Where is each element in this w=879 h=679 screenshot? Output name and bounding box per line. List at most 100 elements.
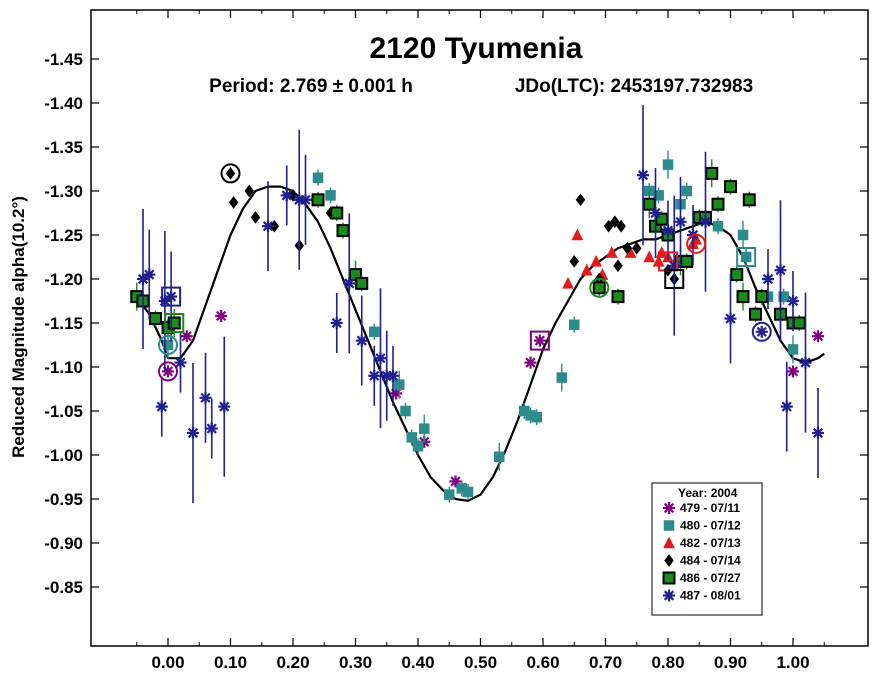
data-point [444,489,455,500]
legend-marker [663,520,675,531]
data-point [736,290,750,304]
data-point [649,207,662,219]
data-point [494,451,505,463]
data-point [812,427,824,439]
y-tick-label: -0.95 [44,490,83,509]
data-point [369,326,380,338]
data-point [580,263,593,276]
data-point [412,440,424,452]
reference-circle [751,321,772,342]
data-point [343,277,356,290]
data-point [792,316,806,330]
y-axis-ticks: -1.45 -1.40 -1.35 -1.30 -1.25 -1.20 -1.15 -1.10… [44,50,868,597]
legend-marker [664,554,674,567]
x-tick-label: 0.50 [464,653,497,672]
reference-box [161,286,182,307]
x-tick-label: 0.20 [276,653,309,672]
data-point [406,432,417,443]
y-tick-label: -0.85 [44,578,83,597]
data-point [355,334,368,347]
x-tick-label: 1.00 [776,653,809,672]
data-point [250,210,261,224]
x-tick-label: 0.30 [339,653,372,672]
data-point [137,273,149,285]
data-point [680,254,694,268]
x-tick-label: 0.10 [214,653,247,672]
reference-circle [589,277,610,298]
data-point [174,356,187,369]
data-point [187,427,199,439]
data-point [419,423,430,434]
data-point [394,379,405,390]
legend-entry-label: 480 - 07/12 [680,519,741,533]
data-point [325,190,336,201]
y-tick-label: -1.10 [44,358,83,377]
y-tick-label: -0.90 [44,534,83,553]
data-point [787,344,799,355]
reference-box [529,330,550,351]
data-point [730,268,744,282]
data-point [155,400,168,413]
legend-marker [662,571,676,585]
reference-box [664,269,685,289]
legend-entry-label: 486 - 07/27 [680,571,741,585]
data-point [749,307,762,321]
data-point [662,224,674,237]
data-point [167,316,181,330]
data-point [374,352,387,365]
data-point [613,259,623,273]
legend-marker [663,536,675,549]
reference-circle [686,233,707,254]
data-point [556,372,567,383]
data-point [762,273,774,285]
reference-point [755,325,768,338]
data-point [225,166,236,180]
data-point [592,281,606,295]
reference-circle [220,163,241,184]
data-point [812,330,824,343]
y-tick-label: -1.20 [44,270,83,289]
data-point [774,264,787,277]
data-point [330,206,344,220]
data-point [533,334,546,347]
y-tick-label: -1.05 [44,402,83,421]
data-point [524,356,537,369]
data-point [653,190,664,201]
y-tick-label: -1.45 [44,50,83,69]
data-point [780,400,793,413]
legend: Year: 2004 479 - 07/11 480 - 07/12 482 - 0… [651,482,763,616]
data-point [799,356,812,369]
legend-entry-label: 482 - 07/13 [680,536,741,550]
data-point [611,290,625,304]
data-point [755,290,769,304]
data-point [705,166,719,180]
x-tick-label: 0.40 [401,653,434,672]
reference-circle [158,335,178,355]
reference-box [736,247,757,267]
data-point [311,193,325,207]
legend-title: Year: 2004 [678,486,738,500]
data-point [575,193,586,207]
data-point [631,241,642,255]
data-point [571,228,584,241]
data-point [180,330,193,343]
data-point [637,169,649,182]
data-point [622,241,633,255]
chart-subtitle-period: Period: 2.769 ± 0.001 h [209,76,413,97]
data-point [531,411,542,423]
y-axis-label: Reduced Magnitude alpha(10.2°) [9,196,28,458]
data-point [165,290,178,303]
data-point [742,193,756,207]
legend-entries: 479 - 07/11 480 - 07/12 482 - 07/13 484 - 0… [662,501,741,603]
data-point [336,224,350,238]
data-point [400,405,411,417]
chart-title: 2120 Tyumenia [370,32,583,65]
data-point [778,291,789,302]
data-point [199,391,212,404]
x-tick-label: 0.00 [151,653,184,672]
x-tick-label: 0.60 [526,653,559,672]
y-tick-label: -1.15 [44,314,83,333]
data-point [643,250,656,263]
data-point [299,193,312,206]
